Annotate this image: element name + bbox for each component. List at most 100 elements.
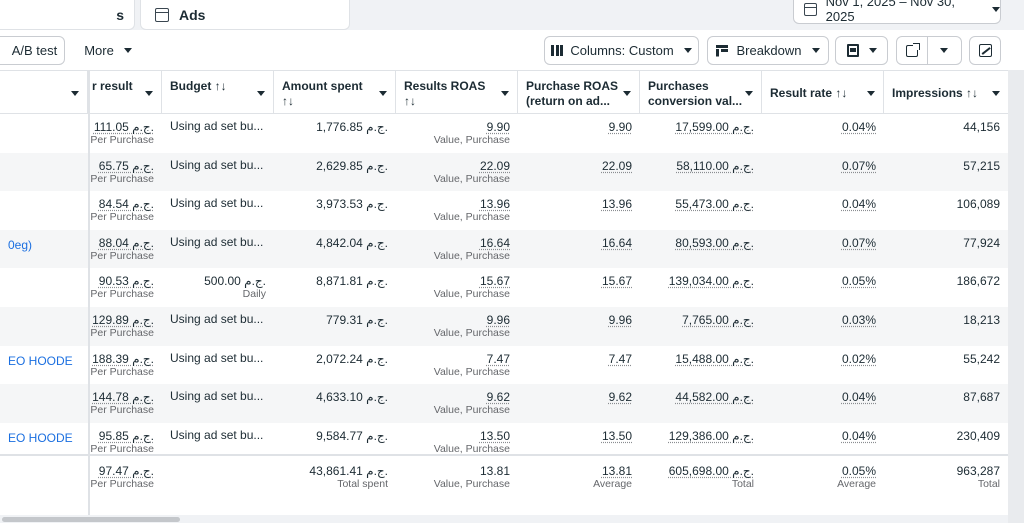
more-button[interactable]: More — [76, 36, 140, 65]
table-row[interactable]: 129.89 ج.م. Per Purchase Using ad set bu..… — [0, 307, 1008, 346]
budget-value: Using ad set bu... — [170, 157, 264, 172]
cost-per-result-label: Per Purchase — [90, 211, 154, 224]
reports-button[interactable] — [835, 36, 888, 65]
breakdown-button[interactable]: Breakdown — [707, 36, 829, 65]
results-roas-cell: 13.50 Value, Purchase — [396, 423, 518, 462]
reports-icon — [846, 44, 859, 57]
result-rate-cell: 0.05% — [762, 268, 884, 307]
impressions-value: 186,672 — [956, 274, 1000, 289]
date-range-picker[interactable]: Nov 1, 2025 – Nov 30, 2025 — [793, 0, 1001, 24]
results-roas-cell: 22.09 Value, Purchase — [396, 153, 518, 192]
impressions-cell: 230,409 — [884, 423, 1008, 462]
cost-per-result-cell: 144.78 ج.م. Per Purchase — [88, 384, 162, 423]
chevron-down-icon — [257, 91, 265, 96]
ab-test-button[interactable]: A/B test — [0, 36, 65, 65]
purchase-roas-value: 9.62 — [608, 390, 632, 405]
table-row[interactable]: 65.75 ج.م. Per Purchase Using ad set bu...… — [0, 152, 1008, 192]
results-roas-label: Value, Purchase — [433, 288, 510, 301]
purchases-conversion-value-cell: 55,473.00 ج.م. — [640, 191, 762, 230]
results-roas-value: 22.09 — [479, 158, 510, 173]
total-value: 13.81 — [479, 464, 510, 478]
header-label: r result — [92, 79, 133, 93]
cost-per-result-cell: 88.04 ج.م. Per Purchase — [88, 230, 162, 269]
result-rate-cell: 0.07% — [762, 230, 884, 269]
columns-button[interactable]: Columns: Custom — [544, 36, 699, 65]
table-row[interactable]: 111.05 ج.م. Per Purchase Using ad set bu..… — [0, 114, 1008, 153]
ad-name-link[interactable]: EO HOODE — [8, 430, 73, 445]
horizontal-scrollbar[interactable] — [0, 515, 1008, 523]
row-name-cell[interactable] — [0, 153, 88, 192]
amount-spent-cell: 2,072.24 ج.م. — [274, 346, 396, 385]
scrollbar-thumb[interactable] — [2, 517, 180, 522]
results-roas-label: Value, Purchase — [433, 404, 510, 417]
results-roas-label: Value, Purchase — [433, 172, 510, 185]
chevron-down-icon — [867, 91, 875, 96]
col-results-roas-header[interactable]: Results ROAS ↑↓ — [396, 71, 518, 113]
purchases-conversion-value-cell: 7,765.00 ج.م. — [640, 307, 762, 346]
col-purchase-roas-header[interactable]: Purchase ROAS (return on ad... — [518, 71, 640, 113]
header-label: Budget ↑↓ — [170, 79, 227, 93]
table-row[interactable]: EO HOODE 95.85 ج.م. Per Purchase Using ad s… — [0, 423, 1008, 462]
cost-per-result-value: 144.78 ج.م. — [92, 390, 154, 405]
cost-per-result-value: 111.05 ج.م. — [93, 120, 154, 134]
purchases-conversion-value: 7,765.00 ج.م. — [682, 313, 754, 327]
total-results-roas: 13.81 Value, Purchase — [396, 456, 518, 496]
result-rate-cell: 0.03% — [762, 307, 884, 346]
frozen-column-divider[interactable] — [88, 70, 90, 515]
results-roas-value: 13.96 — [479, 197, 510, 212]
impressions-value: 106,089 — [956, 197, 1000, 212]
cost-per-result-label: Per Purchase — [90, 327, 154, 339]
purchases-conversion-value: 15,488.00 ج.م. — [675, 351, 754, 366]
row-name-cell[interactable]: EO HOODE — [0, 346, 88, 385]
budget-value: Using ad set bu... — [170, 119, 264, 133]
results-roas-cell: 7.47 Value, Purchase — [396, 346, 518, 385]
table-totals-row: 97.47 ج.م. Per Purchase 43,861.41 ج.م. Tot… — [0, 454, 1008, 496]
col-name-header[interactable] — [0, 71, 88, 113]
total-label: Average — [593, 478, 632, 490]
row-name-cell[interactable] — [0, 191, 88, 230]
table-row[interactable]: EO HOODE 188.39 ج.م. Per Purchase Using ad … — [0, 346, 1008, 385]
tab-ads[interactable]: Ads — [140, 0, 350, 30]
vertical-scrollbar[interactable] — [1008, 70, 1024, 523]
row-name-cell[interactable] — [0, 268, 88, 307]
cost-per-result-value: 129.89 ج.م. — [92, 313, 154, 327]
header-label: Amount spent — [282, 79, 363, 93]
row-name-cell[interactable] — [0, 114, 88, 153]
tab-ad-sets[interactable]: s — [0, 0, 135, 30]
col-cost-per-result-header[interactable]: r result — [88, 71, 162, 113]
table-row[interactable]: 84.54 ج.م. Per Purchase Using ad set bu...… — [0, 191, 1008, 230]
col-result-rate-header[interactable]: Result rate ↑↓ — [762, 71, 884, 113]
cost-per-result-label: Per Purchase — [90, 249, 154, 262]
table-row[interactable]: 0eg) 88.04 ج.م. Per Purchase Using ad set b… — [0, 229, 1008, 269]
col-impressions-header[interactable]: Impressions ↑↓ — [884, 71, 1008, 113]
table-row[interactable]: 90.53 ج.م. Per Purchase 500.00 ج.م. Daily 8,… — [0, 268, 1008, 307]
total-label: Total spent — [337, 478, 388, 490]
budget-value: Using ad set bu... — [170, 312, 264, 326]
ad-name-link[interactable]: EO HOODE — [8, 353, 73, 368]
result-rate-cell: 0.04% — [762, 384, 884, 423]
col-purchases-conversion-value-header[interactable]: Purchases conversion val... — [640, 71, 762, 113]
total-amount-spent: 43,861.41 ج.م. Total spent — [274, 456, 396, 496]
impressions-cell: 77,924 — [884, 230, 1008, 269]
budget-cell: Using ad set bu... — [162, 114, 274, 153]
sort-icon: ↑↓ — [404, 94, 416, 108]
row-name-cell[interactable] — [0, 384, 88, 423]
chart-icon — [978, 44, 992, 57]
col-amount-spent-header[interactable]: Amount spent ↑↓ — [274, 71, 396, 113]
result-rate-value: 0.04% — [841, 120, 876, 134]
table-row[interactable]: 144.78 ج.م. Per Purchase Using ad set bu..… — [0, 384, 1008, 423]
row-name-cell[interactable] — [0, 307, 88, 346]
row-name-cell[interactable]: EO HOODE — [0, 423, 88, 462]
row-name-cell[interactable]: 0eg) — [0, 230, 88, 269]
sort-icon: ↑↓ — [282, 94, 294, 108]
export-button[interactable] — [896, 36, 962, 65]
chart-toggle-button[interactable] — [969, 36, 1001, 65]
col-budget-header[interactable]: Budget ↑↓ — [162, 71, 274, 113]
calendar-icon — [804, 2, 817, 16]
purchase-roas-cell: 9.90 — [518, 114, 640, 153]
toolbar: A/B test More Columns: Custom Breakdown — [0, 30, 1024, 70]
total-label: Total — [731, 478, 754, 490]
ad-name-link[interactable]: 0eg) — [8, 237, 33, 252]
purchase-roas-cell: 9.96 — [518, 307, 640, 346]
purchases-conversion-value: 58,110.00 ج.م. — [676, 158, 754, 173]
